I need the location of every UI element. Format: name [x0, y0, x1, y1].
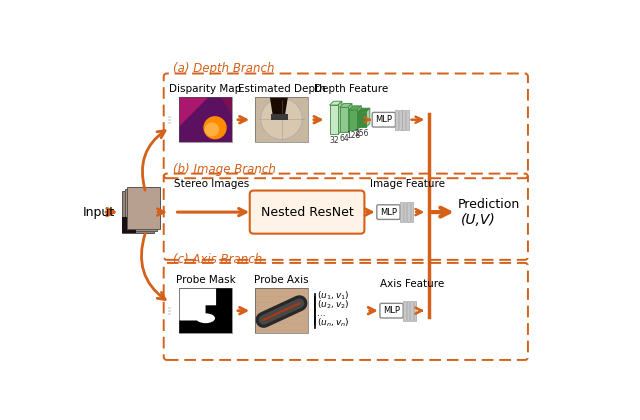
- Bar: [406, 301, 410, 321]
- Text: Prediction: Prediction: [458, 198, 520, 211]
- Bar: [179, 97, 232, 142]
- Polygon shape: [358, 106, 362, 130]
- Bar: [349, 110, 358, 130]
- Text: Probe Axis: Probe Axis: [254, 275, 309, 285]
- Bar: [396, 110, 398, 130]
- Bar: [330, 105, 338, 134]
- Polygon shape: [338, 101, 342, 134]
- Text: 32: 32: [329, 136, 339, 145]
- FancyBboxPatch shape: [377, 205, 400, 219]
- Bar: [399, 110, 402, 130]
- Text: 256: 256: [355, 129, 369, 138]
- Bar: [168, 119, 171, 121]
- Text: Estimated Depth: Estimated Depth: [237, 84, 325, 94]
- Circle shape: [205, 122, 219, 136]
- Text: $(u_n, v_n)$: $(u_n, v_n)$: [317, 317, 349, 329]
- Text: Depth Feature: Depth Feature: [314, 84, 388, 94]
- Bar: [404, 202, 406, 222]
- Bar: [255, 288, 308, 333]
- Polygon shape: [348, 103, 352, 132]
- Bar: [403, 110, 405, 130]
- Polygon shape: [340, 103, 352, 108]
- Bar: [413, 301, 417, 321]
- Polygon shape: [366, 108, 370, 127]
- Polygon shape: [358, 108, 370, 112]
- Bar: [168, 122, 171, 124]
- Bar: [179, 288, 232, 333]
- Circle shape: [261, 98, 302, 139]
- Polygon shape: [179, 97, 208, 126]
- Text: MLP: MLP: [383, 306, 400, 315]
- Text: Axis Feature: Axis Feature: [380, 279, 444, 289]
- Bar: [358, 112, 366, 127]
- Circle shape: [204, 116, 227, 139]
- Polygon shape: [349, 106, 362, 110]
- Text: Stereo Images: Stereo Images: [174, 179, 250, 189]
- Bar: [122, 217, 136, 233]
- Bar: [407, 202, 410, 222]
- Bar: [255, 288, 308, 333]
- Text: MLP: MLP: [380, 207, 397, 217]
- Bar: [403, 301, 406, 321]
- Text: (c) Axis Branch: (c) Axis Branch: [173, 253, 262, 266]
- Bar: [340, 108, 348, 132]
- Bar: [168, 116, 171, 118]
- Text: (U,V): (U,V): [461, 213, 496, 227]
- Text: $(u_2, v_2)$: $(u_2, v_2)$: [317, 298, 349, 311]
- Text: 64: 64: [339, 134, 349, 142]
- Ellipse shape: [196, 313, 215, 323]
- Text: Input: Input: [83, 206, 115, 218]
- Bar: [400, 202, 403, 222]
- FancyBboxPatch shape: [250, 191, 364, 234]
- Bar: [179, 97, 232, 142]
- Bar: [255, 97, 308, 142]
- Bar: [168, 307, 171, 309]
- Text: $(u_1, v_1)$: $(u_1, v_1)$: [317, 289, 349, 302]
- Bar: [410, 301, 413, 321]
- Bar: [255, 97, 308, 142]
- Text: 128: 128: [346, 131, 360, 140]
- Polygon shape: [184, 97, 232, 115]
- FancyBboxPatch shape: [380, 303, 403, 318]
- Bar: [125, 189, 157, 231]
- Bar: [406, 110, 408, 130]
- Text: Probe Mask: Probe Mask: [175, 275, 236, 285]
- Bar: [168, 313, 171, 315]
- Text: Disparity Map: Disparity Map: [170, 84, 242, 94]
- Text: Nested ResNet: Nested ResNet: [260, 206, 353, 218]
- Bar: [410, 202, 413, 222]
- Polygon shape: [179, 288, 216, 320]
- Bar: [179, 288, 232, 333]
- Bar: [271, 114, 288, 120]
- Bar: [127, 187, 160, 229]
- Polygon shape: [330, 101, 342, 105]
- Text: (b) Image Branch: (b) Image Branch: [173, 163, 276, 176]
- Text: Image Feature: Image Feature: [369, 179, 445, 189]
- Text: (a) Depth Branch: (a) Depth Branch: [173, 62, 275, 75]
- FancyBboxPatch shape: [372, 113, 396, 127]
- Bar: [168, 310, 171, 312]
- Polygon shape: [270, 97, 288, 118]
- Bar: [122, 191, 154, 233]
- Text: ...: ...: [317, 309, 326, 318]
- Text: MLP: MLP: [375, 115, 392, 124]
